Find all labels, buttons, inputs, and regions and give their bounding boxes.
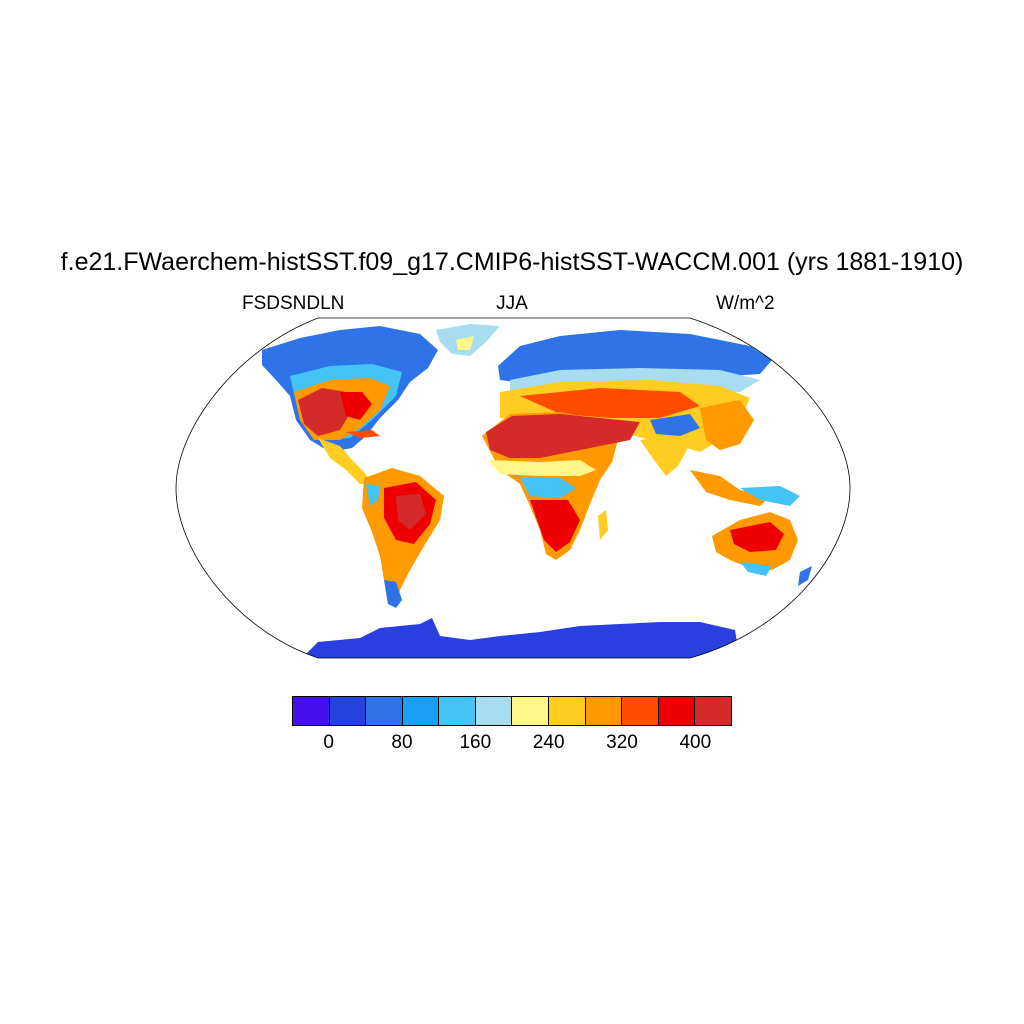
central-africa bbox=[520, 478, 576, 498]
india bbox=[640, 436, 690, 476]
south-america-core bbox=[396, 494, 426, 530]
central-america bbox=[318, 438, 372, 484]
season-label: JJA bbox=[496, 293, 528, 314]
units-label: W/m^2 bbox=[716, 293, 775, 314]
colorbar-label: 0 bbox=[323, 732, 334, 753]
colorbar-box-8 bbox=[548, 696, 586, 726]
map-title: f.e21.FWaerchem-histSST.f09_g17.CMIP6-hi… bbox=[60, 248, 964, 276]
colorbar-label: 240 bbox=[532, 732, 565, 753]
colorbar bbox=[292, 696, 732, 726]
southern-africa bbox=[530, 500, 580, 552]
madagascar bbox=[598, 510, 608, 540]
australia-south bbox=[740, 562, 772, 576]
australia-hot bbox=[730, 522, 784, 552]
colorbar-labels: 0 80 160 240 320 400 bbox=[0, 732, 1024, 762]
colorbar-box-1 bbox=[292, 696, 330, 726]
greenland-edge bbox=[456, 336, 474, 350]
colorbar-box-4 bbox=[401, 696, 440, 726]
colorbar-box-5 bbox=[438, 696, 476, 726]
indonesia-cool bbox=[740, 486, 800, 506]
colorbar-label: 160 bbox=[459, 732, 492, 753]
north-america-red bbox=[340, 392, 372, 420]
colorbar-label: 400 bbox=[679, 732, 712, 753]
colorbar-box-7 bbox=[511, 696, 550, 726]
tibet bbox=[650, 414, 700, 436]
new-zealand bbox=[798, 566, 812, 586]
antarctica bbox=[300, 618, 740, 658]
caribbean bbox=[346, 430, 380, 438]
colorbar-box-6 bbox=[474, 696, 513, 726]
north-america-hot bbox=[298, 388, 352, 436]
colorbar-box-11 bbox=[657, 696, 696, 726]
colorbar-box-9 bbox=[584, 696, 623, 726]
southeast-asia bbox=[690, 470, 770, 506]
andes-cool bbox=[366, 484, 380, 506]
colorbar-box-3 bbox=[365, 696, 403, 726]
patagonia bbox=[384, 580, 402, 608]
map-frame bbox=[175, 317, 851, 659]
colorbar-box-12 bbox=[694, 696, 732, 726]
colorbar-label: 80 bbox=[391, 732, 413, 753]
eurasia-orange bbox=[520, 388, 700, 418]
variable-label: FSDSNDLN bbox=[242, 293, 345, 314]
land-field bbox=[262, 324, 812, 658]
sahara-arabia bbox=[486, 414, 640, 458]
east-asia bbox=[700, 400, 754, 450]
sahel bbox=[488, 460, 596, 476]
colorbar-box-10 bbox=[621, 696, 659, 726]
colorbar-box-2 bbox=[328, 696, 367, 726]
colorbar-label: 320 bbox=[606, 732, 638, 753]
